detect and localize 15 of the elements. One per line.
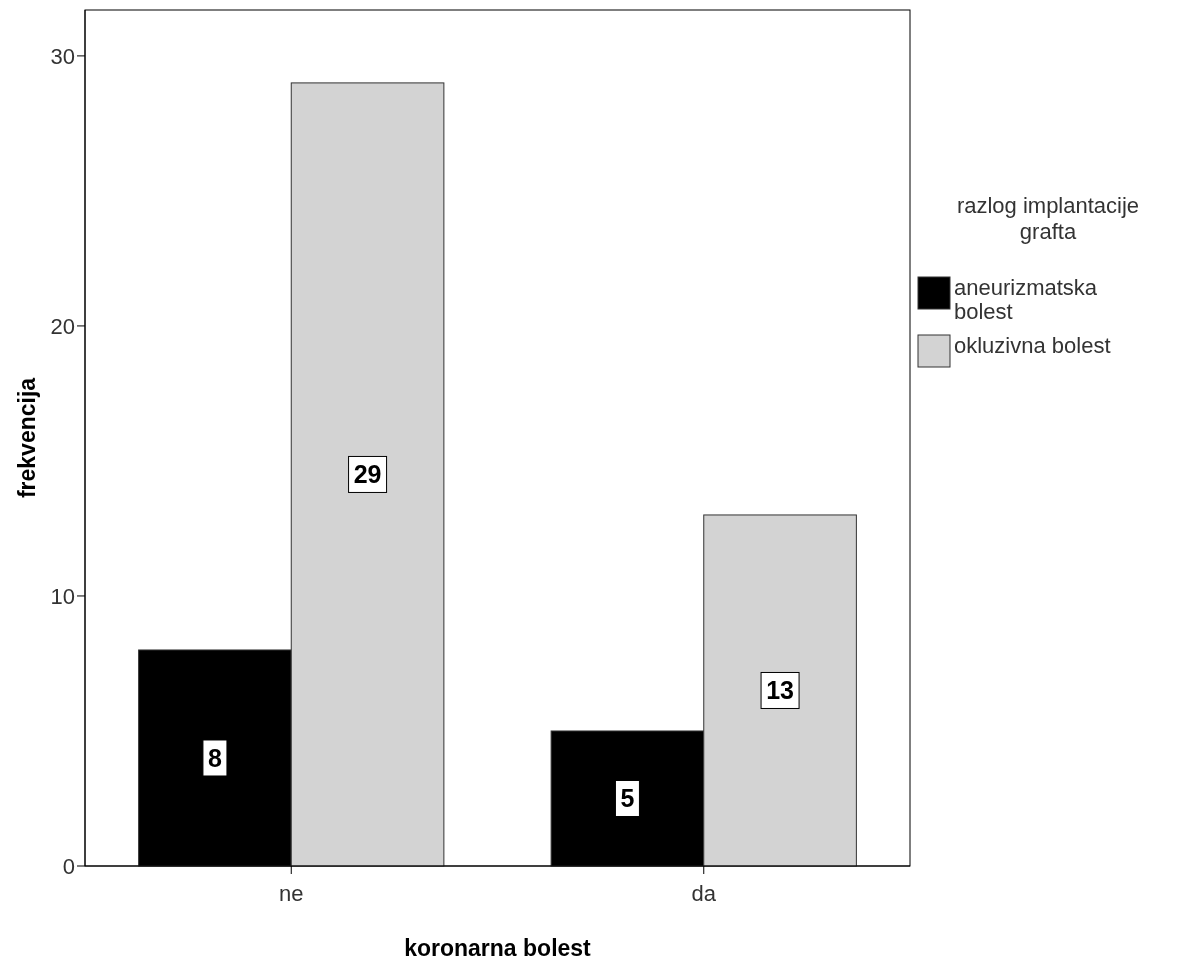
y-tick-label: 20 [50,313,75,339]
data-label: 13 [766,676,794,705]
data-label: 29 [353,460,382,489]
data-label: 5 [620,784,635,813]
data-label: 8 [207,743,222,772]
y-tick-label: 10 [50,583,75,609]
legend-title: razlog implantacije grafta [956,193,1140,244]
legend-label: okluzivna bolest [954,333,1111,358]
legend-label: aneurizmatska bolest [954,275,1098,324]
x-axis-title: koronarna bolest [404,935,592,961]
x-tick-label: da [691,881,717,906]
x-tick-label: ne [279,881,304,906]
y-tick-label: 0 [62,854,75,879]
y-axis-title: frekvencija [14,377,40,499]
y-tick-label: 30 [50,43,75,69]
